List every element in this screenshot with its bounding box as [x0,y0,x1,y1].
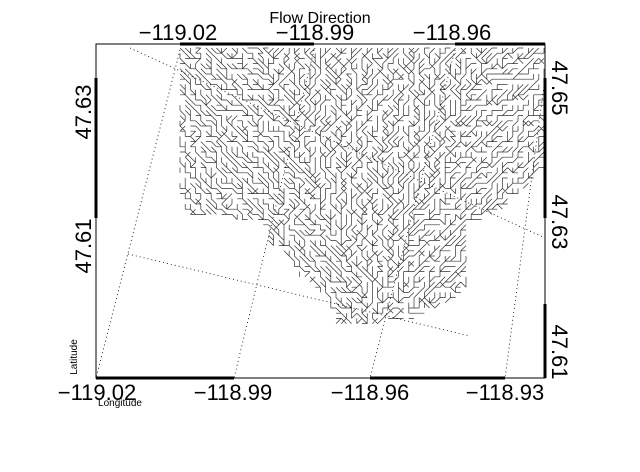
bottom-tick-label: −118.96 [331,380,410,405]
graticule-lon-line [504,77,546,379]
x-axis-title: Longitude [98,398,142,409]
axis-tick-bars [94,42,547,380]
graticule-lon-line [233,49,315,379]
right-tick-label: 47.61 [547,324,572,379]
top-tick-label: −118.99 [276,20,355,45]
graticule-lon-line [95,49,181,379]
graticule-lat-line [129,47,546,239]
bottom-tick-label: −119.02 [58,380,137,405]
bottom-tick-label: −118.93 [466,380,545,405]
y-axis-title: Latitude [69,339,80,375]
top-tick-label: −118.96 [413,20,492,45]
right-tick-label: 47.65 [547,60,572,115]
graticule [95,47,546,379]
map-title: Flow Direction [269,10,370,27]
graticule-lon-line [369,49,456,379]
bottom-tick-label: −118.99 [194,380,273,405]
top-tick-label: −119.02 [139,20,218,45]
left-tick-label: 47.61 [71,218,96,273]
left-tick-label: 47.63 [71,84,96,139]
right-tick-label: 47.63 [547,194,572,249]
flow-lines [179,47,545,324]
flow-direction-network [179,47,545,324]
